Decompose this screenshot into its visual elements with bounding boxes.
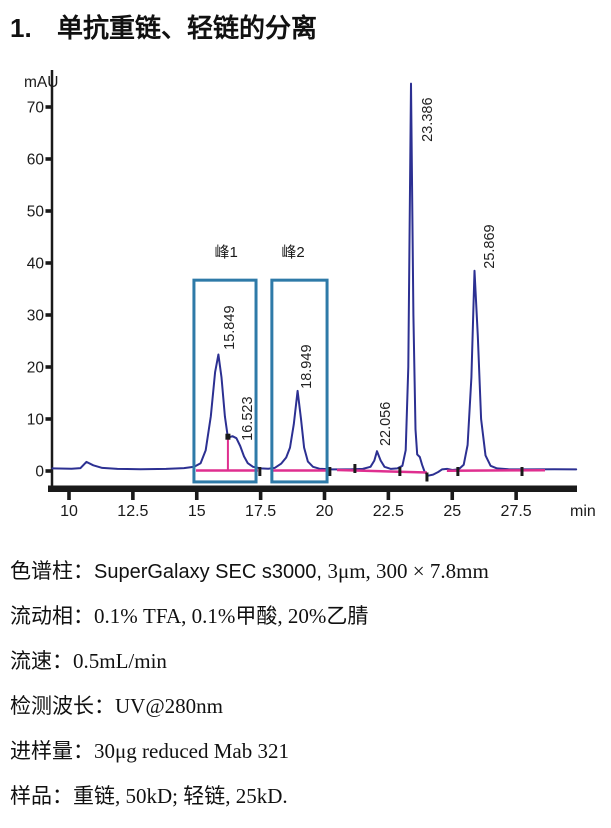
param-value: 0.5mL/min — [73, 649, 167, 673]
param-label: 色谱柱： — [10, 559, 94, 583]
y-tick — [45, 313, 52, 317]
peak-group-box — [270, 278, 329, 484]
peak-group-label: 峰2 — [281, 244, 304, 261]
y-tick-label: 20 — [27, 360, 45, 377]
param-label: 流速： — [10, 649, 73, 673]
section-title-text: 单抗重链、轻链的分离 — [57, 13, 318, 43]
y-tick-label: 40 — [27, 256, 45, 273]
x-tick-label: 25 — [443, 503, 461, 520]
integration-baseline — [336, 468, 427, 474]
y-tick — [45, 209, 52, 213]
param-label: 进样量： — [10, 739, 94, 763]
peak-rt-label: 16.523 — [240, 396, 256, 440]
x-tick — [194, 492, 199, 500]
integration-mark — [353, 464, 357, 473]
param-line: 进样量：30μg reduced Mab 321 — [10, 729, 605, 774]
peak-rt-label: 25.869 — [482, 224, 498, 268]
x-tick-label: 15 — [188, 503, 206, 520]
section-title: 1. 单抗重链、轻链的分离 — [10, 8, 317, 45]
param-line: 流动相：0.1% TFA, 0.1%甲酸, 20%乙腈 — [10, 594, 605, 639]
x-tick-label: 20 — [316, 503, 334, 520]
y-tick — [45, 469, 52, 473]
x-tick-label: 22.5 — [373, 503, 404, 520]
method-parameters: 色谱柱：SuperGalaxy SEC s3000, 3μm, 300 × 7.… — [10, 549, 605, 819]
peak-rt-label: 15.849 — [222, 305, 238, 349]
integration-mark — [456, 467, 460, 476]
integration-mark — [328, 467, 332, 476]
integration-mark — [398, 467, 402, 476]
chromatogram-plot: mAU 0 10 20 30 40 50 60 70 10 12.5 15 17.5 20 22.5 25 27… — [24, 70, 596, 520]
param-label: 样品： — [10, 784, 73, 808]
peak-rt-label: 18.949 — [299, 344, 315, 388]
x-tick — [67, 492, 71, 500]
x-tick — [131, 492, 135, 500]
x-axis-bar — [48, 485, 577, 492]
y-tick — [45, 417, 52, 421]
param-value: SuperGalaxy SEC s3000, — [94, 561, 328, 583]
y-tick-label: 60 — [27, 152, 45, 169]
y-tick-label: 50 — [27, 204, 45, 221]
integration-baseline — [446, 468, 546, 472]
param-label: 流动相： — [10, 604, 94, 628]
param-line: 色谱柱：SuperGalaxy SEC s3000, 3μm, 300 × 7.… — [10, 549, 605, 594]
integration-mark — [258, 467, 262, 476]
y-tick — [45, 157, 52, 161]
y-tick — [45, 261, 52, 265]
param-line: 检测波长：UV@280nm — [10, 684, 605, 729]
param-value: 重链, 50kD; 轻链, 25kD. — [73, 784, 288, 808]
param-value: UV@280nm — [115, 694, 224, 718]
integration-mark — [425, 472, 429, 482]
y-tick — [45, 105, 52, 109]
peak-rt-label: 23.386 — [420, 97, 436, 141]
x-tick — [386, 492, 391, 500]
y-tick-label: 70 — [27, 100, 45, 117]
y-tick-label: 30 — [27, 308, 45, 325]
param-line: 样品：重链, 50kD; 轻链, 25kD. — [10, 774, 605, 819]
x-tick — [514, 492, 518, 500]
x-tick — [450, 492, 455, 500]
x-tick — [322, 492, 327, 500]
peak-group-box — [192, 278, 258, 484]
y-tick — [45, 365, 52, 369]
x-tick-label: 10 — [60, 503, 78, 520]
param-value: 30μg reduced Mab 321 — [94, 739, 289, 763]
x-tick — [258, 492, 263, 500]
integration-mark — [520, 467, 524, 476]
peak-group-label: 峰1 — [214, 244, 237, 261]
param-line: 流速：0.5mL/min — [10, 639, 605, 684]
x-tick-label: 12.5 — [117, 503, 148, 520]
param-label: 检测波长： — [10, 694, 115, 718]
drop-line-mark — [225, 433, 231, 440]
param-value: 3μm, 300 × 7.8mm — [327, 559, 489, 583]
section-number: 1. — [10, 13, 32, 43]
peak-rt-label: 22.056 — [378, 402, 394, 446]
x-tick-label: 17.5 — [245, 503, 276, 520]
x-axis-title: min — [570, 503, 596, 520]
y-tick-label: 10 — [27, 412, 45, 429]
y-tick-label: 0 — [35, 464, 44, 481]
x-tick-label: 27.5 — [501, 503, 532, 520]
param-value: 0.1% TFA, 0.1%甲酸, 20%乙腈 — [94, 604, 369, 628]
y-axis-title: mAU — [24, 74, 58, 91]
